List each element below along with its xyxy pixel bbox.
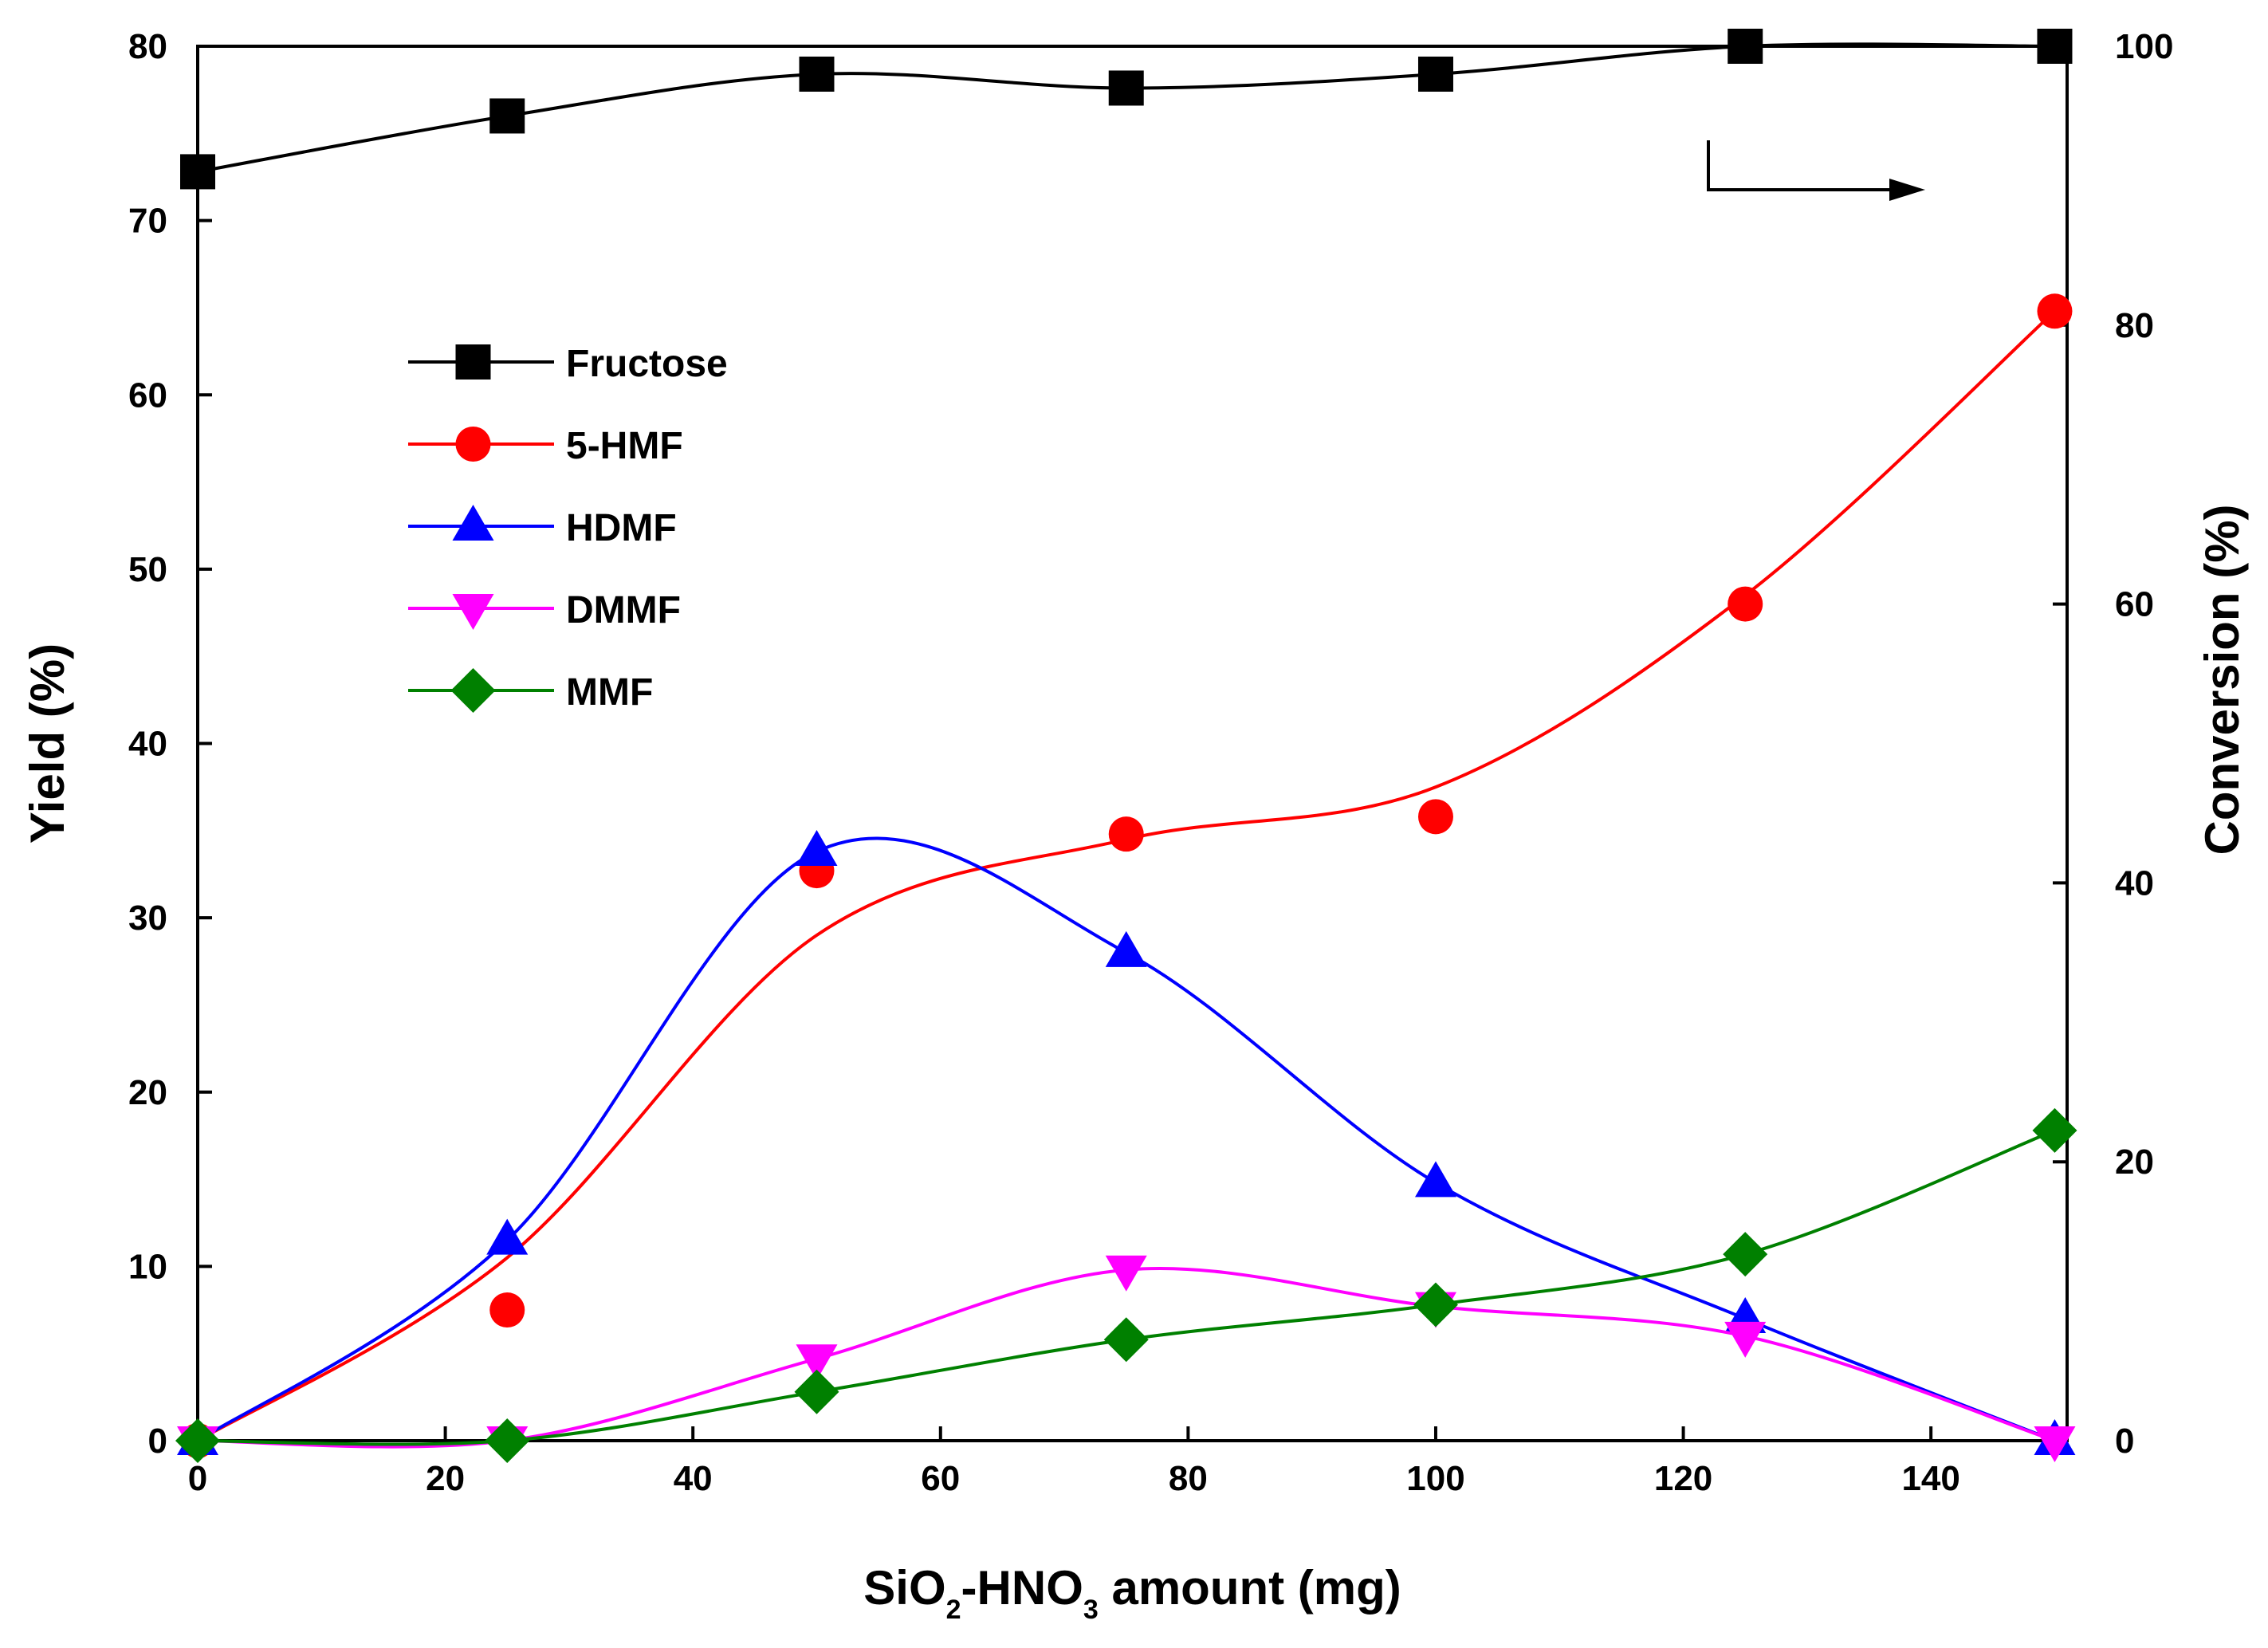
data-point-dmmf xyxy=(2034,1426,2076,1462)
legend-entry-5-hmf: 5-HMF xyxy=(408,425,683,467)
y2-axis-title: Conversion (%) xyxy=(2195,504,2249,855)
legend-marker xyxy=(452,594,494,630)
arrow-shaft xyxy=(1707,140,1889,191)
legend-marker xyxy=(450,668,496,713)
data-point-fructose xyxy=(489,98,525,134)
legend-label: Fructose xyxy=(566,343,728,385)
x-axis-title: SiO2-HNO3 amount (mg) xyxy=(863,1561,1401,1625)
data-point-dmmf xyxy=(1724,1321,1767,1358)
legend-marker xyxy=(452,505,494,541)
y-tick-label: 80 xyxy=(128,27,167,66)
y2-tick-label: 20 xyxy=(2115,1143,2154,1182)
data-point-hdmf xyxy=(1105,930,1147,967)
x-tick-label: 80 xyxy=(1169,1459,1208,1498)
legend-label: MMF xyxy=(566,671,653,714)
x-tick-label: 100 xyxy=(1406,1459,1464,1498)
y2-tick-label: 40 xyxy=(2115,863,2154,903)
data-point-mmf xyxy=(175,1418,220,1463)
series-line-fructose xyxy=(197,42,2055,174)
legend-label: HDMF xyxy=(566,507,677,549)
x-tick-label: 0 xyxy=(188,1459,207,1498)
data-point-fructose xyxy=(2037,29,2073,64)
y-tick-label: 40 xyxy=(128,725,167,764)
y2-tick-label: 80 xyxy=(2115,306,2154,345)
y-tick-label: 60 xyxy=(128,376,167,415)
y2-tick-label: 60 xyxy=(2115,585,2154,624)
data-point-mmf xyxy=(1413,1282,1458,1327)
data-point-5-hmf xyxy=(2037,293,2073,329)
data-point-5-hmf xyxy=(1417,799,1453,835)
data-point-dmmf xyxy=(1105,1255,1147,1292)
data-point-mmf xyxy=(1723,1232,1768,1277)
x-tick-label: 120 xyxy=(1654,1459,1712,1498)
y-tick-label: 20 xyxy=(128,1073,167,1112)
plot-frame xyxy=(196,45,2069,1442)
y-tick-label: 50 xyxy=(128,550,167,589)
data-point-fructose xyxy=(1728,29,1763,64)
data-point-hdmf xyxy=(796,830,838,867)
data-point-dmmf xyxy=(796,1344,838,1381)
x-tick-label: 140 xyxy=(1901,1459,1959,1498)
y-tick-label: 30 xyxy=(128,899,167,938)
y2-tick-label: 100 xyxy=(2115,27,2173,66)
legend-entry-fructose: Fructose xyxy=(408,343,728,385)
data-point-fructose xyxy=(180,154,215,190)
data-point-fructose xyxy=(1108,70,1144,106)
legend-marker xyxy=(455,427,491,462)
series-layer xyxy=(175,29,2077,1463)
legend-entry-hdmf: HDMF xyxy=(408,505,677,549)
data-point-hdmf xyxy=(486,1218,529,1255)
y-tick-label: 10 xyxy=(128,1247,167,1286)
data-point-5-hmf xyxy=(1108,816,1144,852)
legend: Fructose 5-HMF HDMF DMMF MMF xyxy=(408,343,728,714)
data-point-fructose xyxy=(799,56,835,92)
axes: 0 20 40 60 80 100 120 140 0 10 20 30 40 50 60 70 80 0 20 40… xyxy=(128,27,2173,1498)
legend-entry-dmmf: DMMF xyxy=(408,589,681,631)
arrow-head xyxy=(1889,179,1925,201)
data-point-5-hmf xyxy=(1728,586,1763,622)
x-tick-label: 40 xyxy=(674,1459,713,1498)
y-axis-title: Yield (%) xyxy=(21,643,74,844)
data-point-5-hmf xyxy=(489,1292,525,1328)
y2-tick-label: 0 xyxy=(2115,1422,2134,1461)
legend-label: DMMF xyxy=(566,589,681,631)
series-fructose xyxy=(180,29,2073,190)
x-tick-label: 60 xyxy=(921,1459,960,1498)
right-axis-arrow xyxy=(1707,140,1925,201)
y-tick-label: 70 xyxy=(128,202,167,241)
series-hdmf xyxy=(177,830,2076,1455)
legend-label: 5-HMF xyxy=(566,425,683,467)
data-point-mmf xyxy=(1103,1317,1149,1363)
data-point-mmf xyxy=(2032,1107,2077,1153)
data-point-hdmf xyxy=(1414,1161,1456,1198)
data-point-mmf xyxy=(485,1418,530,1463)
x-tick-label: 20 xyxy=(426,1459,465,1498)
legend-marker xyxy=(455,344,491,380)
y-tick-label: 0 xyxy=(148,1422,167,1461)
legend-entry-mmf: MMF xyxy=(408,668,653,714)
series-mmf xyxy=(175,1107,2077,1463)
data-point-fructose xyxy=(1417,56,1453,92)
data-point-mmf xyxy=(794,1369,839,1414)
